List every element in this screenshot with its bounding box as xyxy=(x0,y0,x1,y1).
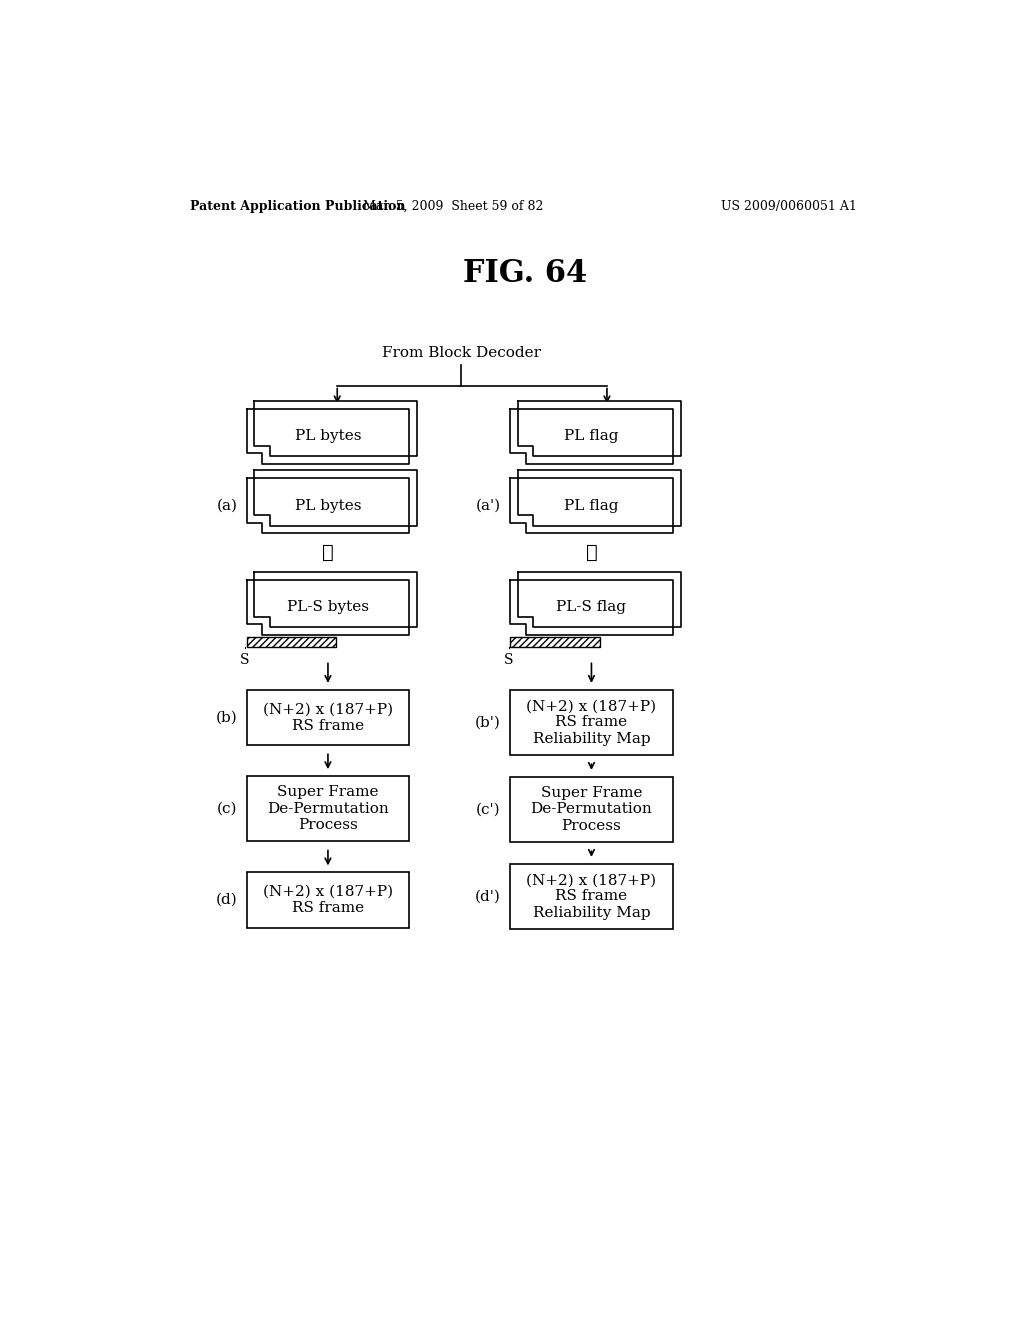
Text: FIG. 64: FIG. 64 xyxy=(463,259,587,289)
Text: S: S xyxy=(504,653,513,667)
Text: Super Frame
De-Permutation
Process: Super Frame De-Permutation Process xyxy=(267,785,389,832)
Polygon shape xyxy=(247,409,410,465)
Text: (d'): (d') xyxy=(475,890,501,903)
Text: ⋮: ⋮ xyxy=(323,544,334,561)
Text: Mar. 5, 2009  Sheet 59 of 82: Mar. 5, 2009 Sheet 59 of 82 xyxy=(364,199,544,213)
Text: PL bytes: PL bytes xyxy=(295,499,361,512)
Bar xyxy=(510,863,673,929)
Text: PL-S bytes: PL-S bytes xyxy=(287,601,369,614)
Text: (d): (d) xyxy=(215,892,238,907)
Text: (N+2) x (187+P)
RS frame: (N+2) x (187+P) RS frame xyxy=(263,884,393,915)
Polygon shape xyxy=(510,478,673,533)
Polygon shape xyxy=(254,572,417,627)
Text: (N+2) x (187+P)
RS frame
Reliability Map: (N+2) x (187+P) RS frame Reliability Map xyxy=(526,874,656,920)
Polygon shape xyxy=(247,579,410,635)
Polygon shape xyxy=(254,470,417,525)
Bar xyxy=(247,638,336,647)
Bar xyxy=(510,638,600,647)
Text: From Block Decoder: From Block Decoder xyxy=(382,346,541,360)
Bar xyxy=(510,689,673,755)
Polygon shape xyxy=(518,401,681,457)
Text: (a): (a) xyxy=(216,499,238,512)
Polygon shape xyxy=(254,401,417,457)
Text: ⋮: ⋮ xyxy=(586,544,597,561)
Text: PL bytes: PL bytes xyxy=(295,429,361,444)
Polygon shape xyxy=(518,470,681,525)
Text: (c'): (c') xyxy=(476,803,501,817)
Bar xyxy=(247,690,410,744)
Text: Super Frame
De-Permutation
Process: Super Frame De-Permutation Process xyxy=(530,787,652,833)
Text: PL flag: PL flag xyxy=(564,499,618,512)
Bar xyxy=(247,776,410,841)
Text: PL flag: PL flag xyxy=(564,429,618,444)
Polygon shape xyxy=(510,409,673,465)
Text: Patent Application Publication: Patent Application Publication xyxy=(190,199,406,213)
Polygon shape xyxy=(518,572,681,627)
Bar xyxy=(247,873,410,928)
Polygon shape xyxy=(510,579,673,635)
Text: (b'): (b') xyxy=(475,715,501,730)
Text: (a'): (a') xyxy=(476,499,501,512)
Text: S: S xyxy=(241,653,250,667)
Text: (N+2) x (187+P)
RS frame
Reliability Map: (N+2) x (187+P) RS frame Reliability Map xyxy=(526,700,656,746)
Text: (b): (b) xyxy=(215,710,238,725)
Text: US 2009/0060051 A1: US 2009/0060051 A1 xyxy=(721,199,856,213)
Text: (c): (c) xyxy=(217,801,238,816)
Bar xyxy=(510,776,673,842)
Text: (N+2) x (187+P)
RS frame: (N+2) x (187+P) RS frame xyxy=(263,702,393,733)
Polygon shape xyxy=(247,478,410,533)
Text: PL-S flag: PL-S flag xyxy=(556,601,627,614)
